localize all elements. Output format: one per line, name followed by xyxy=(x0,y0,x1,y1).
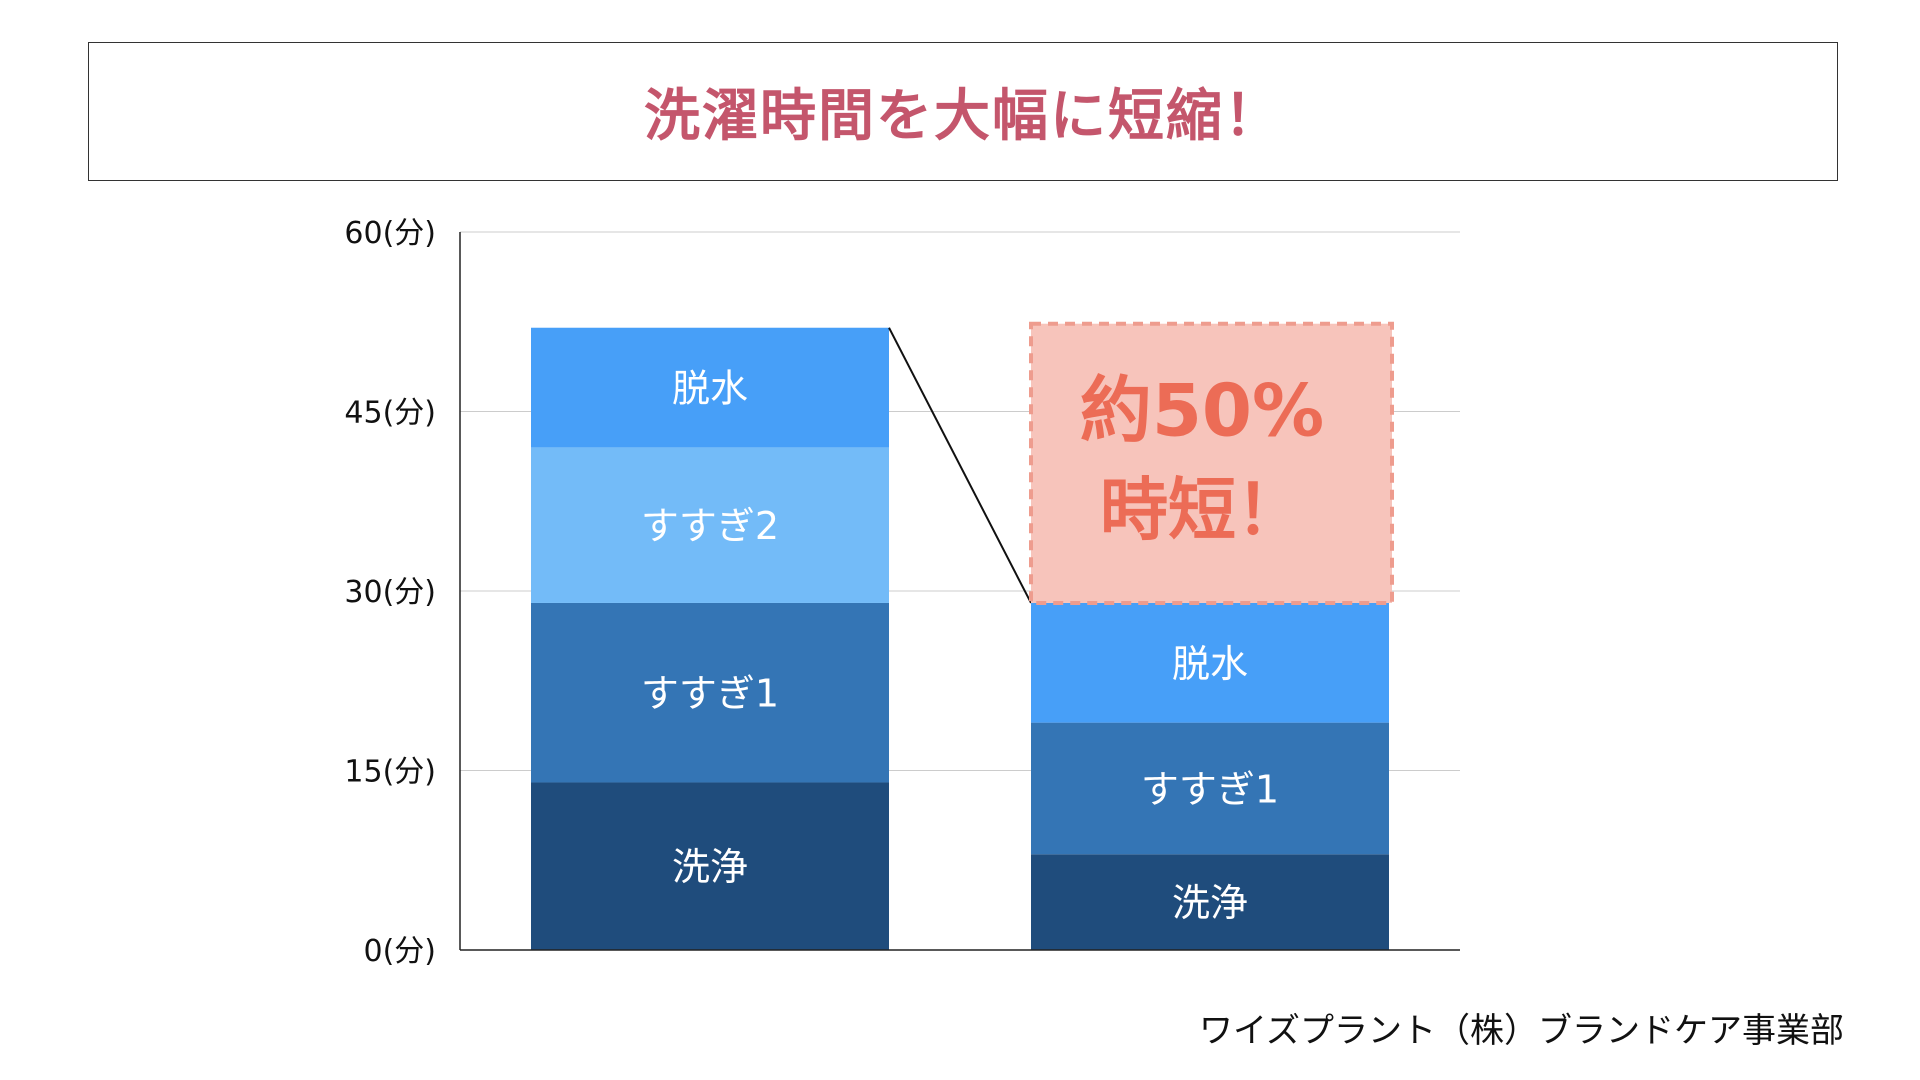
bar-segment xyxy=(531,782,889,950)
y-tick-label: 15(分) xyxy=(344,755,436,790)
y-tick-label: 45(分) xyxy=(344,396,436,431)
segment-label: すすぎ2 xyxy=(641,504,779,548)
bar-segment xyxy=(1031,602,1389,723)
segment-label: すすぎ1 xyxy=(1141,767,1279,811)
title-box: 洗濯時間を大幅に短縮！ xyxy=(88,42,1838,181)
savings-callout-line2: 時短！ xyxy=(1100,472,1304,551)
segment-label: 洗浄 xyxy=(672,845,748,889)
segment-label: 脱水 xyxy=(672,367,748,411)
footer-credit: ワイズプラント（株）ブランドケア事業部 xyxy=(1199,1011,1844,1051)
y-tick-label: 60(分) xyxy=(344,216,436,251)
bar-segment xyxy=(531,327,889,448)
connector-line xyxy=(888,327,1032,604)
segment-label: すすぎ1 xyxy=(641,672,779,716)
bar-segment xyxy=(531,602,889,783)
page-title: 洗濯時間を大幅に短縮！ xyxy=(644,84,1282,149)
savings-callout-box xyxy=(1029,321,1394,605)
savings-callout-line1: 約50% xyxy=(1080,369,1324,453)
y-tick-label: 0(分) xyxy=(364,934,437,969)
y-tick-label: 30(分) xyxy=(344,575,436,610)
bar-segment xyxy=(1031,722,1389,855)
bar-segment xyxy=(1031,854,1389,950)
segment-label: 脱水 xyxy=(1172,642,1248,686)
bar-segment xyxy=(531,447,889,603)
segment-label: 洗浄 xyxy=(1172,881,1248,925)
